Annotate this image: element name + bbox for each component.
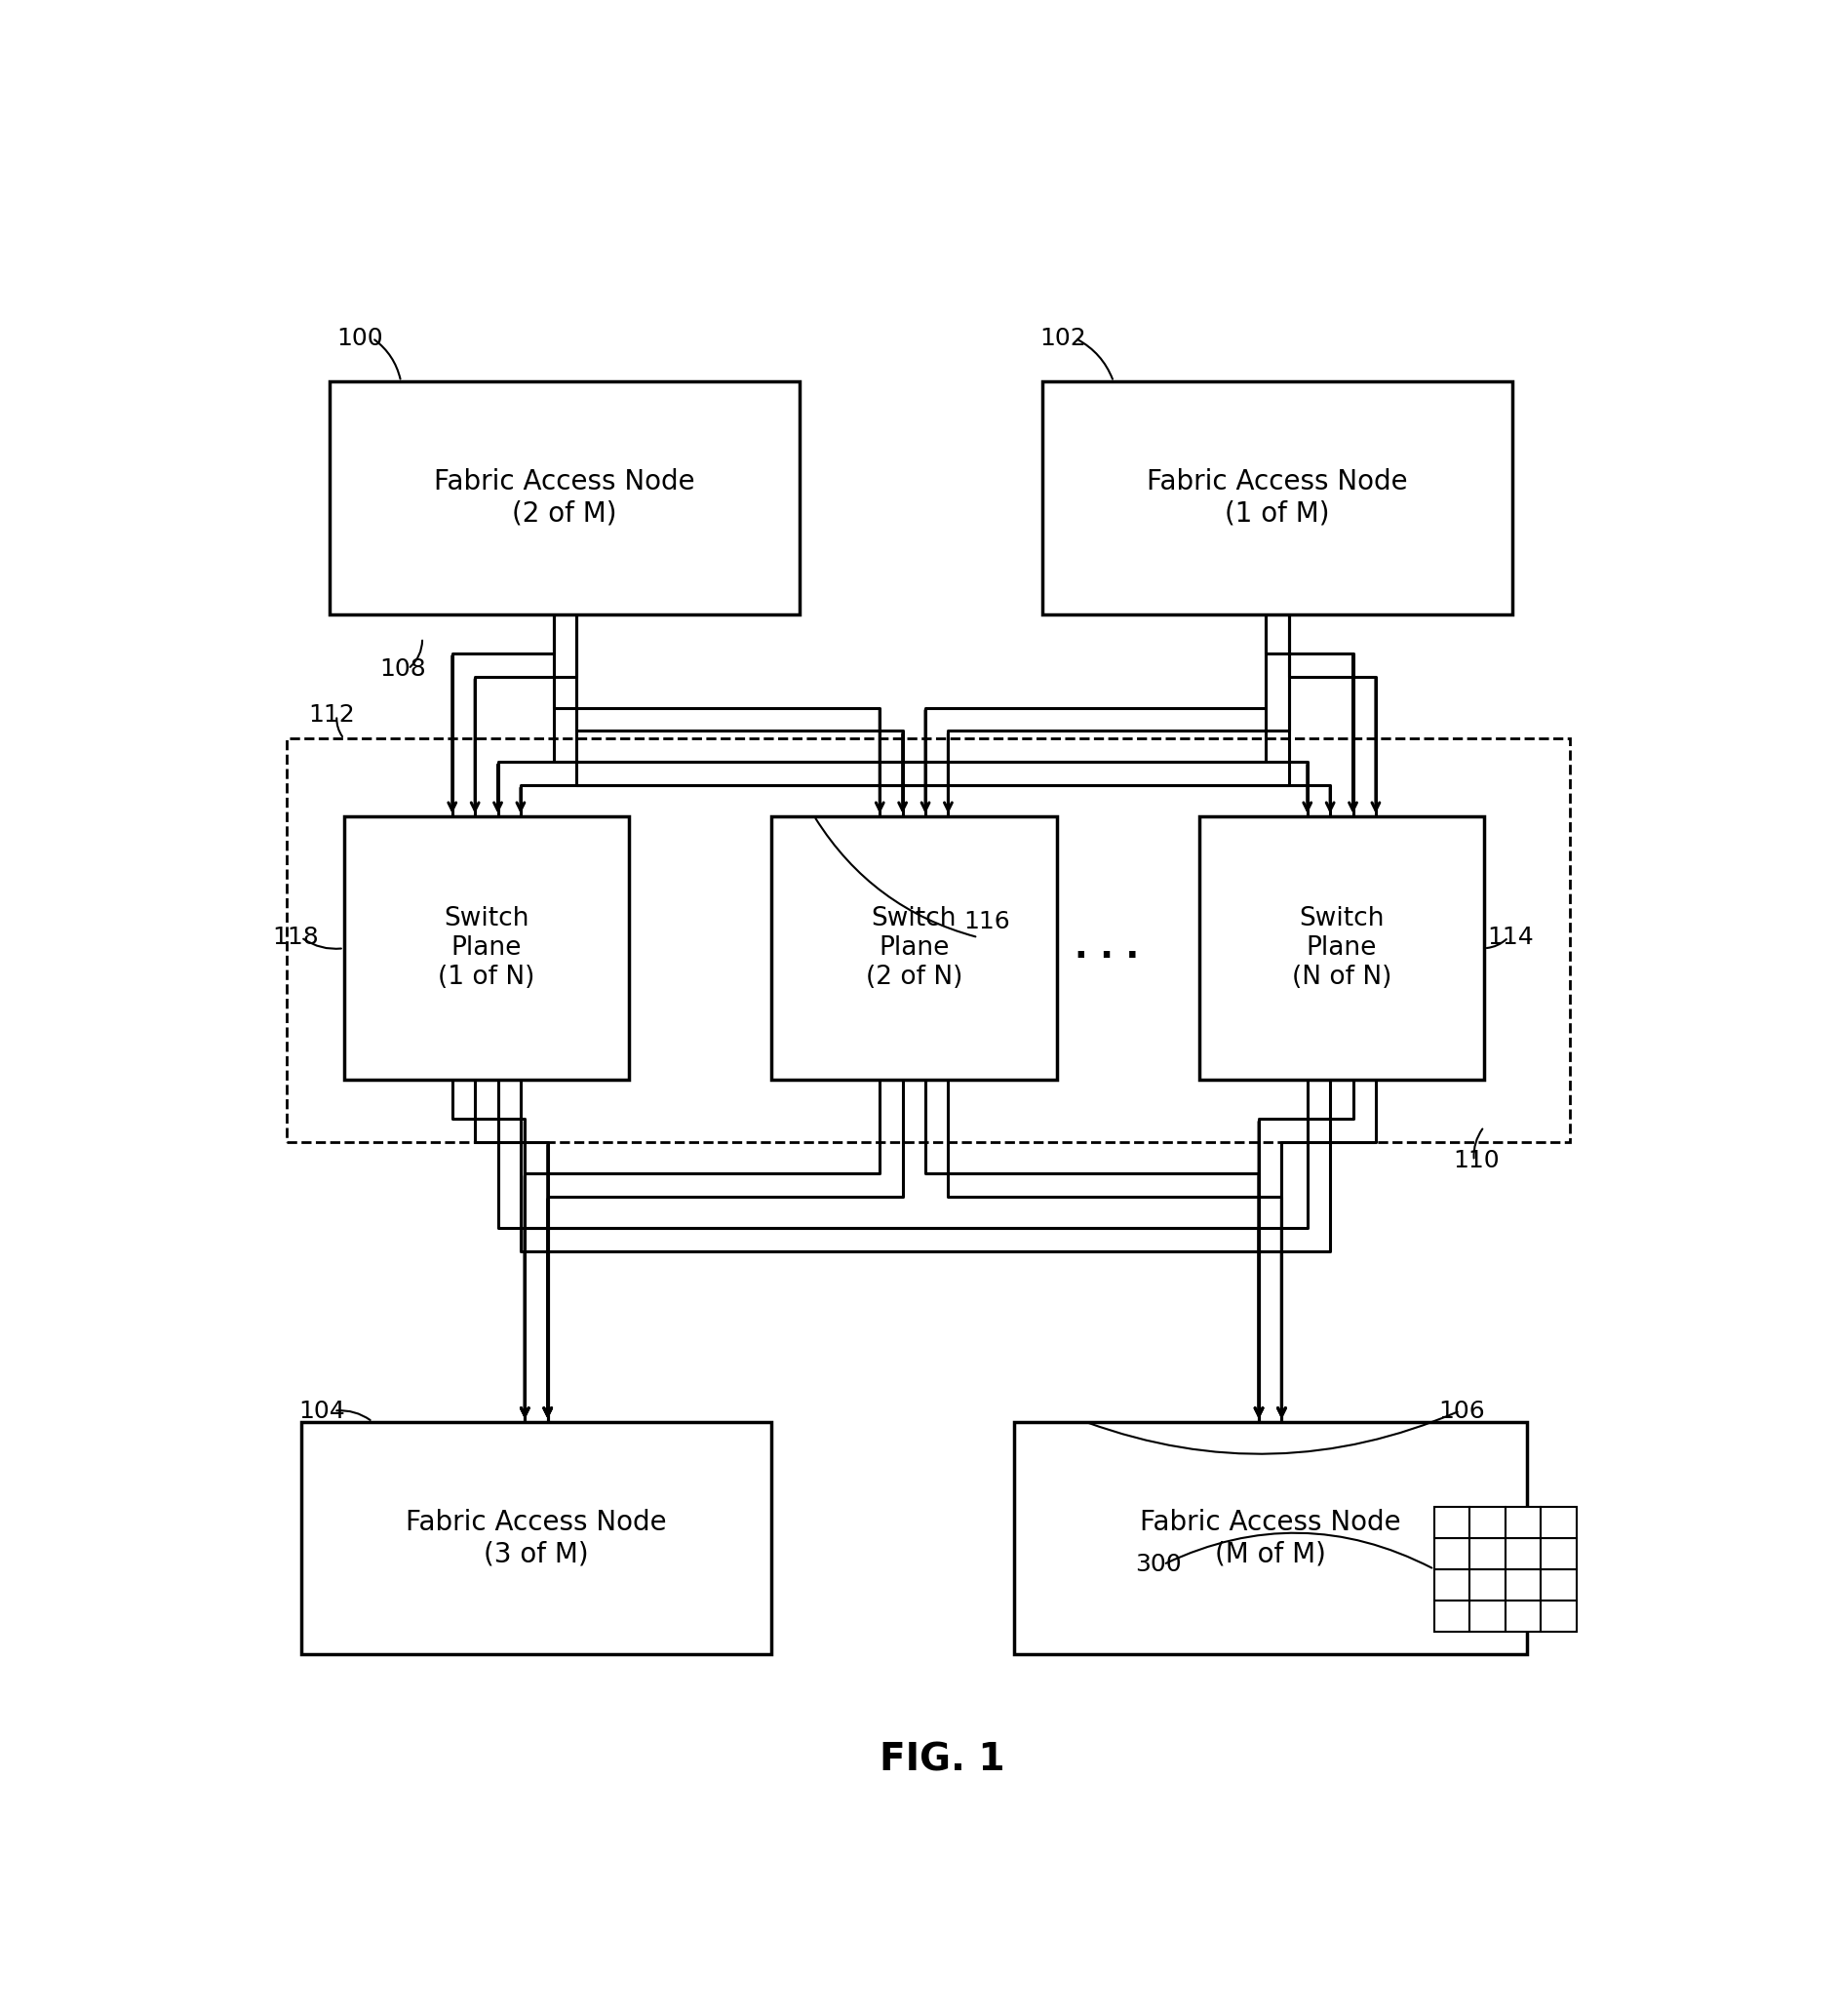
Text: 300: 300 bbox=[1135, 1552, 1181, 1577]
Text: Switch
Plane
(1 of N): Switch Plane (1 of N) bbox=[438, 907, 535, 990]
Bar bbox=[1506, 1538, 1541, 1568]
Bar bbox=[1434, 1568, 1469, 1601]
Bar bbox=[287, 738, 1571, 1143]
Bar bbox=[1469, 1538, 1506, 1568]
Bar bbox=[1469, 1508, 1506, 1538]
Text: Fabric Access Node
(3 of M): Fabric Access Node (3 of M) bbox=[406, 1508, 668, 1568]
Text: 102: 102 bbox=[1039, 327, 1087, 351]
Text: 112: 112 bbox=[309, 704, 355, 728]
Bar bbox=[302, 1421, 772, 1655]
Bar bbox=[344, 816, 629, 1081]
Text: 118: 118 bbox=[272, 925, 320, 950]
Bar bbox=[772, 816, 1057, 1081]
Text: 106: 106 bbox=[1438, 1399, 1486, 1423]
Bar bbox=[1043, 381, 1512, 615]
Bar bbox=[1434, 1601, 1469, 1631]
Bar bbox=[329, 381, 800, 615]
Text: 110: 110 bbox=[1453, 1149, 1499, 1173]
Text: 108: 108 bbox=[379, 657, 427, 681]
Bar bbox=[1541, 1538, 1576, 1568]
Text: Fabric Access Node
(2 of M): Fabric Access Node (2 of M) bbox=[434, 468, 695, 528]
Text: 104: 104 bbox=[298, 1399, 346, 1423]
Text: 100: 100 bbox=[337, 327, 383, 351]
Text: Switch
Plane
(N of N): Switch Plane (N of N) bbox=[1291, 907, 1392, 990]
Bar bbox=[1506, 1568, 1541, 1601]
Text: Fabric Access Node
(M of M): Fabric Access Node (M of M) bbox=[1140, 1508, 1401, 1568]
Bar bbox=[1199, 816, 1484, 1081]
Text: 114: 114 bbox=[1488, 925, 1534, 950]
Bar bbox=[1541, 1568, 1576, 1601]
Bar bbox=[1469, 1601, 1506, 1631]
Bar bbox=[1434, 1538, 1469, 1568]
Bar bbox=[1013, 1421, 1526, 1655]
Text: . . .: . . . bbox=[1074, 931, 1138, 966]
Bar bbox=[1469, 1568, 1506, 1601]
Bar bbox=[1506, 1508, 1541, 1538]
Text: FIG. 1: FIG. 1 bbox=[879, 1742, 1006, 1778]
Text: Fabric Access Node
(1 of M): Fabric Access Node (1 of M) bbox=[1148, 468, 1409, 528]
Bar bbox=[1506, 1601, 1541, 1631]
Text: Switch
Plane
(2 of N): Switch Plane (2 of N) bbox=[866, 907, 962, 990]
Bar bbox=[1541, 1601, 1576, 1631]
Text: 116: 116 bbox=[964, 909, 1010, 933]
Bar bbox=[1541, 1508, 1576, 1538]
Bar bbox=[1434, 1508, 1469, 1538]
